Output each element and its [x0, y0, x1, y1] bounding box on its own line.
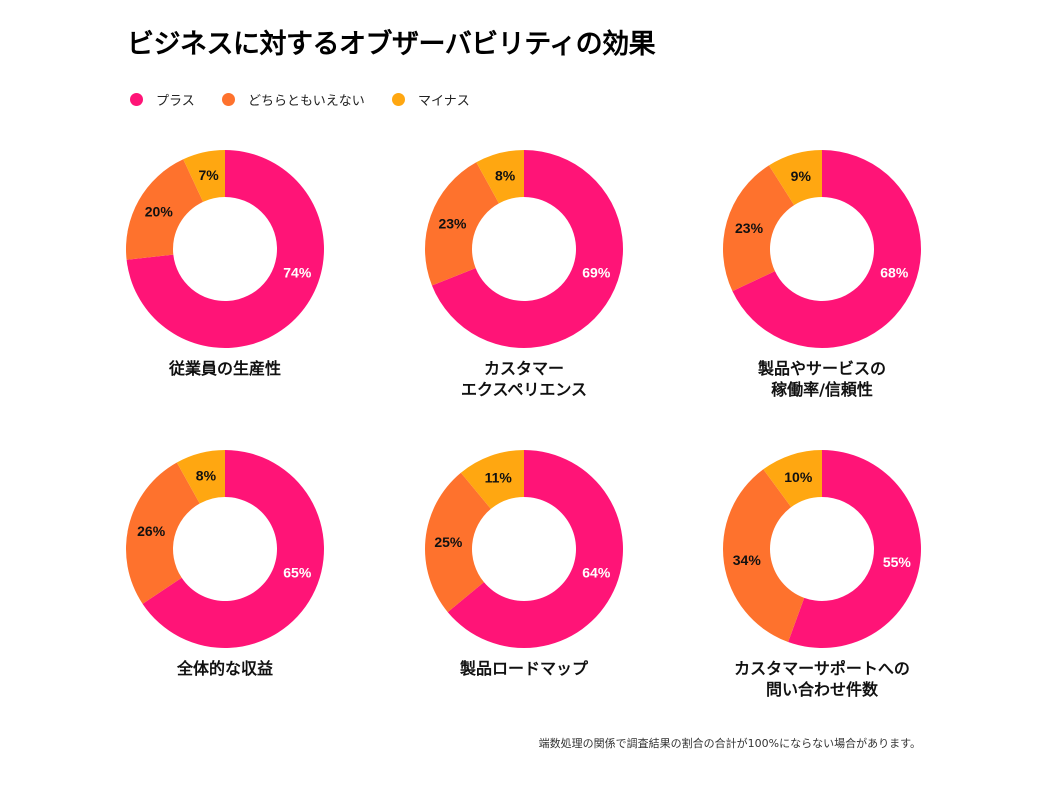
- chart-title-line: 製品ロードマップ: [459, 659, 588, 678]
- slice-value-label: 8%: [495, 167, 516, 183]
- slice-value-label: 74%: [283, 264, 312, 280]
- slice-value-label: 23%: [735, 220, 764, 236]
- slice-minus: [176, 450, 225, 504]
- donut-chart: 64% 25% 11%: [424, 450, 623, 648]
- slice-value-label: 25%: [434, 534, 463, 550]
- slice-neutral: [723, 165, 795, 292]
- slice-neutral: [424, 472, 491, 613]
- slice-neutral: [126, 462, 200, 604]
- donut-chart: 55% 34% 10%: [723, 450, 922, 648]
- slice-value-label: 23%: [438, 215, 467, 231]
- chart-title-line: 稼働率/信頼性: [771, 380, 873, 399]
- legend-label: マイナス: [418, 94, 470, 109]
- chart-title-line: 問い合わせ件数: [765, 680, 878, 699]
- chart-title-line: 従業員の生産性: [168, 359, 281, 378]
- donut-chart: 74% 20% 7%: [126, 150, 325, 349]
- slice-value-label: 55%: [883, 554, 912, 570]
- slice-plus: [732, 150, 921, 348]
- slice-value-label: 34%: [733, 552, 762, 568]
- slice-minus: [763, 450, 822, 508]
- legend-item-minus: マイナス: [392, 90, 470, 109]
- legend-label: プラス: [156, 94, 195, 109]
- slice-value-label: 11%: [485, 469, 513, 485]
- chart-title-line: 製品やサービスの: [757, 359, 886, 378]
- slice-minus: [183, 150, 225, 202]
- chart-title: 製品ロードマップ: [404, 658, 644, 679]
- slice-value-label: 8%: [196, 467, 217, 483]
- chart-title: 従業員の生産性: [105, 358, 345, 379]
- slice-value-label: 7%: [198, 167, 219, 183]
- slice-value-label: 68%: [880, 264, 909, 280]
- slice-value-label: 65%: [283, 564, 312, 580]
- slice-neutral: [723, 469, 805, 643]
- slice-plus: [142, 450, 325, 649]
- slice-value-label: 10%: [784, 469, 813, 485]
- slice-value-label: 9%: [791, 168, 812, 184]
- donut-chart: 69% 23% 8%: [424, 150, 623, 349]
- legend-item-neutral: どちらともいえない: [222, 90, 365, 109]
- legend-dot-icon: [392, 93, 405, 106]
- legend-dot-icon: [222, 93, 235, 106]
- page-title: ビジネスに対するオブザーバビリティの効果: [127, 29, 656, 60]
- chart-title: カスタマーエクスペリエンス: [404, 358, 644, 400]
- legend-dot-icon: [130, 93, 143, 106]
- chart-title: 製品やサービスの 稼働率/信頼性: [702, 358, 942, 400]
- slice-neutral: [424, 162, 499, 286]
- chart-title-line: カスタマーサポートへの: [734, 659, 910, 678]
- legend-item-plus: プラス: [130, 90, 195, 109]
- chart-title: カスタマーサポートへの 問い合わせ件数: [702, 658, 942, 700]
- slice-value-label: 69%: [582, 264, 611, 280]
- slice-minus: [768, 150, 822, 206]
- donut-chart: 68% 23% 9%: [723, 150, 921, 348]
- chart-title-line: 全体的な収益: [176, 659, 273, 678]
- slice-value-label: 64%: [582, 564, 611, 580]
- slice-minus: [460, 450, 524, 509]
- slice-value-label: 20%: [145, 204, 174, 220]
- footnote: 端数処理の関係で調査結果の割合の合計が100%にならない場合があります。: [538, 737, 921, 750]
- chart-title: 全体的な収益: [105, 658, 345, 679]
- chart-title-line: カスタマー: [483, 359, 564, 378]
- slice-plus: [126, 150, 325, 349]
- slice-plus: [788, 450, 922, 648]
- chart-title-line: エクスペリエンス: [460, 380, 588, 399]
- legend-label: どちらともいえない: [248, 94, 365, 109]
- slice-neutral: [126, 159, 204, 260]
- slice-value-label: 26%: [137, 523, 166, 539]
- slice-plus: [447, 450, 623, 648]
- donut-chart: 65% 26% 8%: [126, 450, 325, 649]
- slice-plus: [431, 150, 623, 349]
- slice-minus: [476, 150, 524, 204]
